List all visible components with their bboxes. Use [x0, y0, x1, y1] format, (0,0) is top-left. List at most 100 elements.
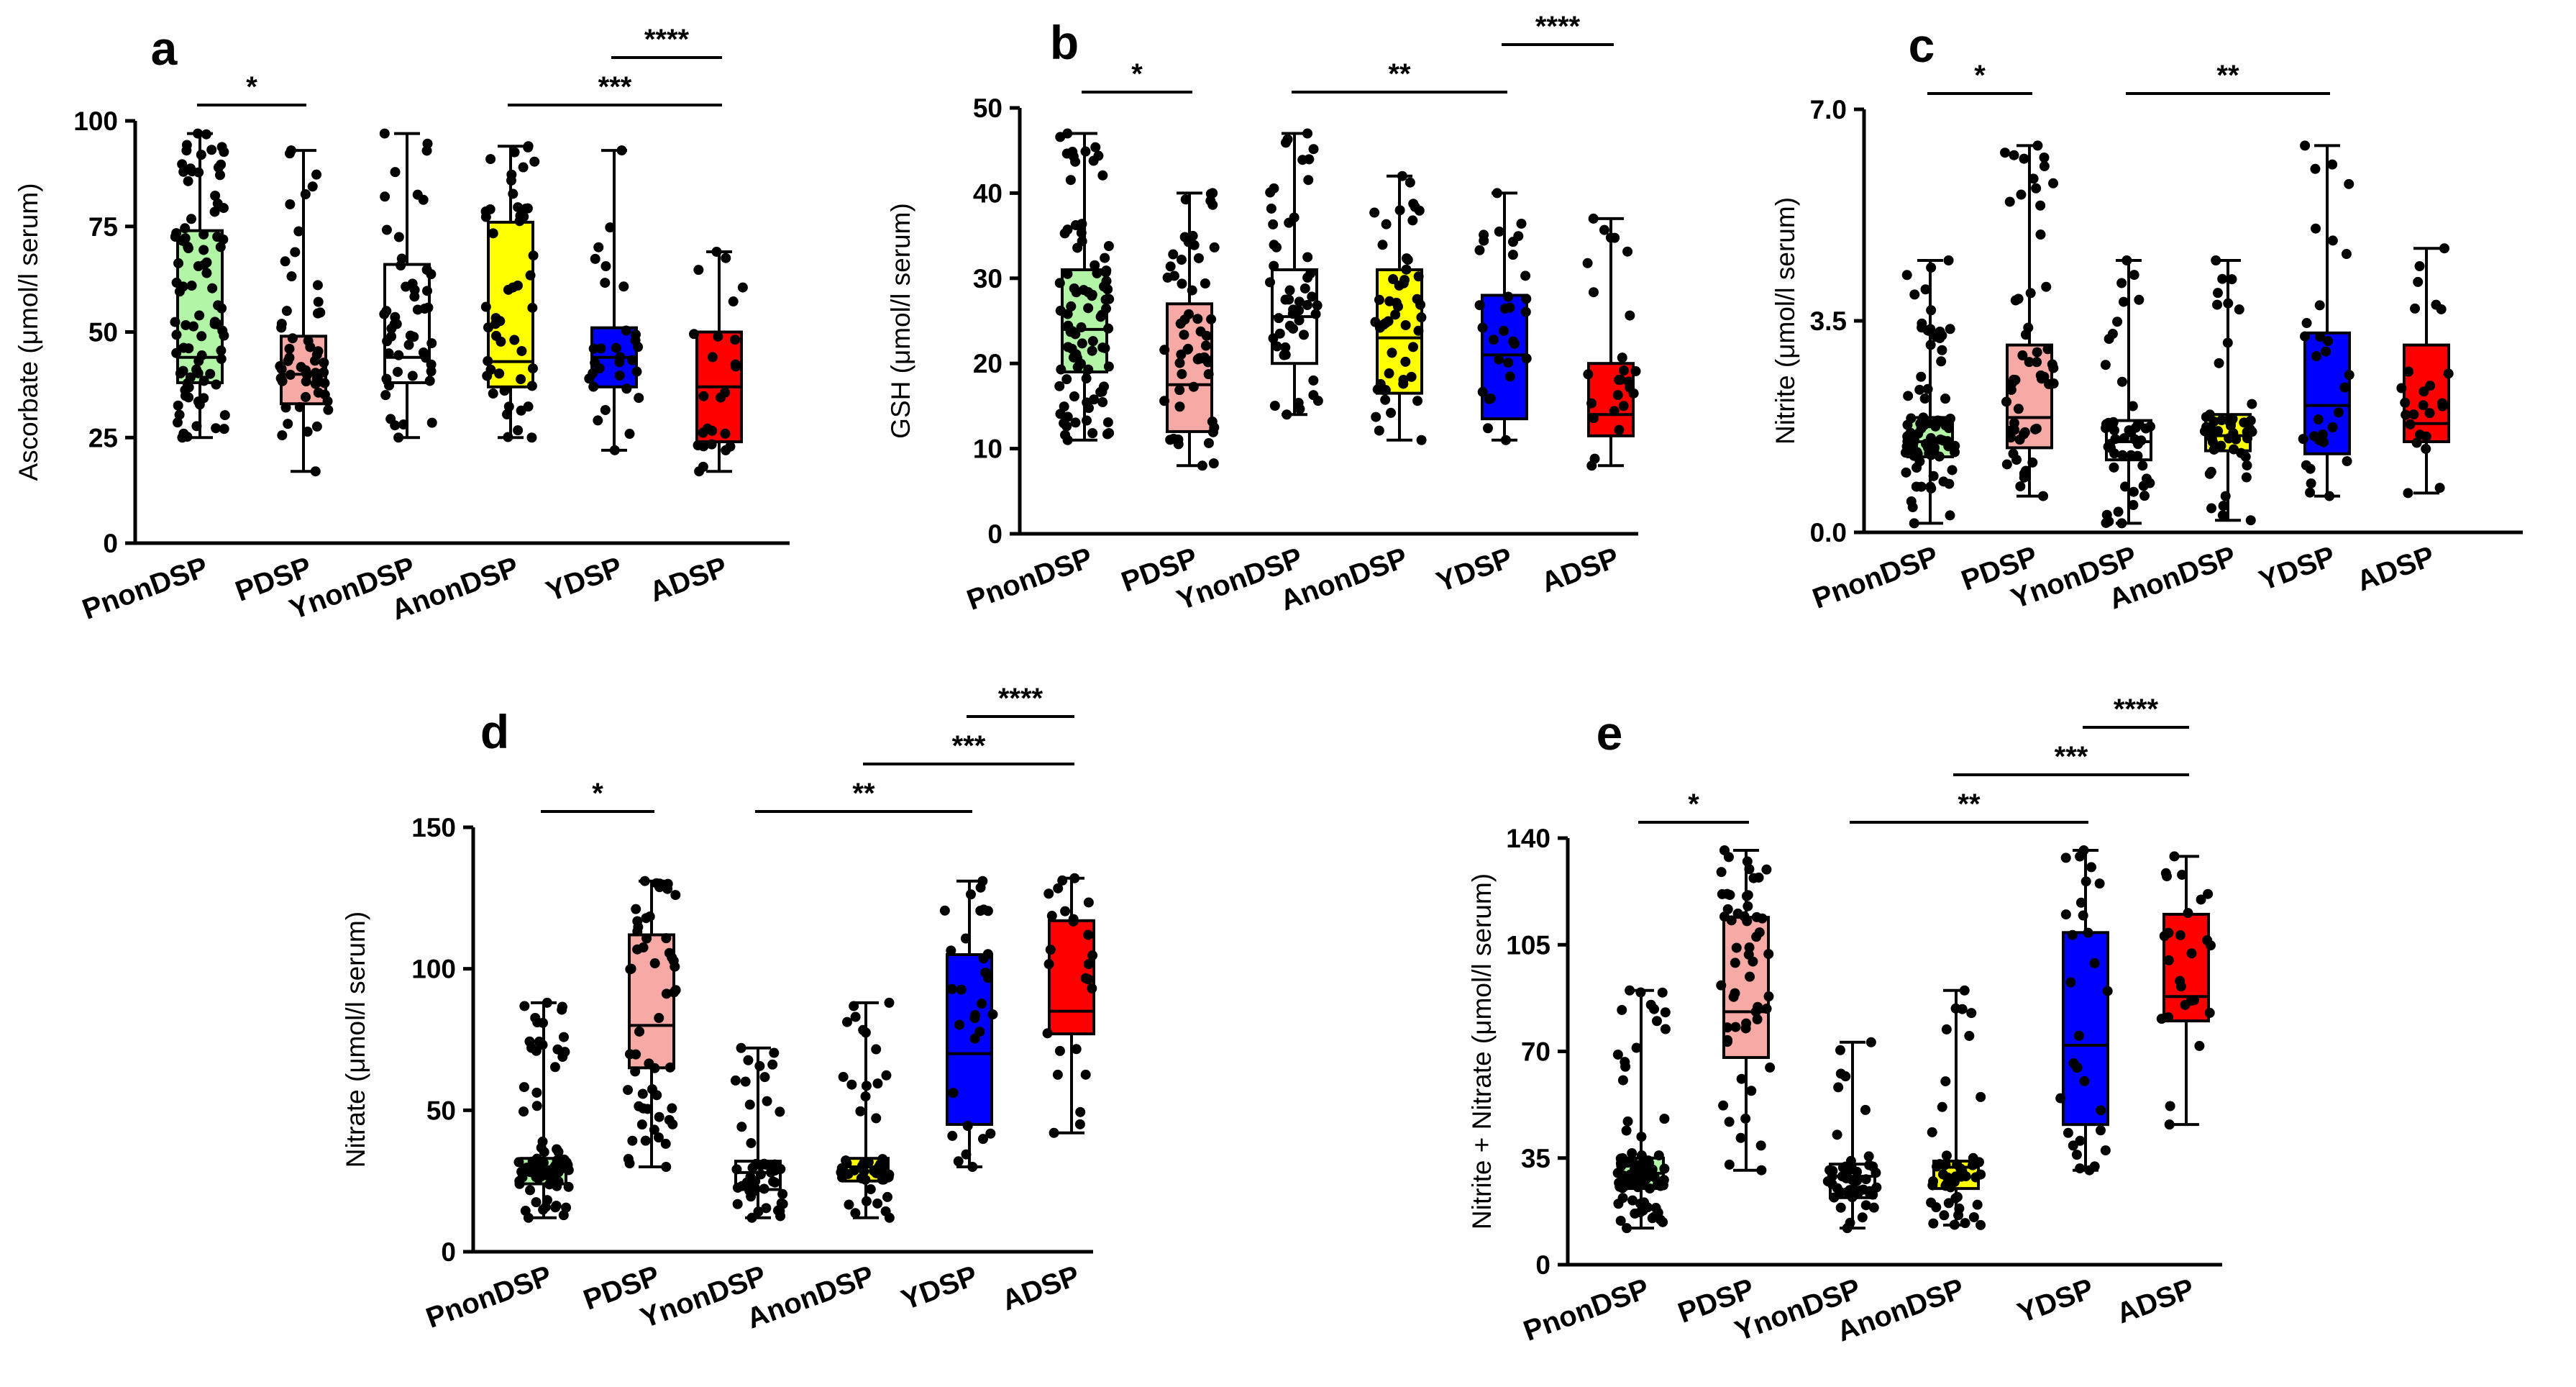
- data-point: [527, 302, 538, 313]
- data-point: [746, 1212, 757, 1223]
- data-point: [1083, 897, 1094, 908]
- data-point: [538, 1204, 549, 1215]
- data-point: [393, 432, 404, 443]
- data-point: [2223, 298, 2234, 309]
- data-point: [1207, 427, 1218, 437]
- data-point: [1179, 329, 1189, 340]
- data-point: [1071, 1044, 1082, 1055]
- category-label: PnonDSP: [963, 542, 1097, 617]
- box-iqr: [487, 220, 534, 388]
- data-point: [769, 1165, 780, 1176]
- data-point: [1871, 1168, 1881, 1178]
- data-point: [2323, 336, 2334, 347]
- data-point: [1381, 219, 1392, 229]
- data-point: [1599, 224, 1609, 235]
- data-point: [1200, 278, 1210, 288]
- y-tick-label: 10: [973, 435, 1002, 464]
- data-point: [1169, 270, 1179, 281]
- data-point: [1968, 1212, 1979, 1223]
- data-point: [2216, 415, 2227, 426]
- data-point: [1926, 483, 1937, 494]
- data-point: [183, 176, 193, 186]
- data-point: [310, 368, 321, 378]
- data-point: [2067, 929, 2078, 940]
- data-point: [2314, 300, 2325, 311]
- data-point: [1516, 218, 1527, 229]
- data-point: [182, 432, 193, 442]
- category-label: ADSP: [2353, 540, 2439, 597]
- data-point: [2047, 359, 2057, 370]
- data-point: [385, 414, 396, 424]
- data-point: [767, 1059, 778, 1070]
- data-point: [519, 1082, 529, 1093]
- data-point: [1474, 300, 1485, 311]
- data-point: [2119, 433, 2129, 444]
- data-point: [855, 1106, 866, 1117]
- data-point: [698, 461, 708, 472]
- data-point: [1087, 950, 1098, 961]
- data-point: [409, 285, 420, 296]
- data-point: [193, 260, 204, 271]
- data-point: [1914, 384, 1925, 395]
- data-point: [1912, 463, 1922, 473]
- data-point: [1300, 283, 1310, 294]
- data-point: [1492, 188, 1502, 199]
- data-point: [1635, 987, 1646, 998]
- data-point: [1619, 365, 1630, 376]
- data-point: [1062, 411, 1073, 422]
- data-point: [1193, 253, 1204, 263]
- data-point: [1081, 373, 1092, 384]
- data-point: [1940, 394, 1950, 404]
- data-point: [1208, 458, 1219, 469]
- data-point: [526, 381, 537, 391]
- data-point: [588, 381, 599, 392]
- data-point: [2327, 159, 2338, 170]
- data-point: [1822, 1176, 1833, 1187]
- data-point: [1207, 417, 1218, 427]
- data-point: [283, 355, 293, 366]
- data-point: [1617, 353, 1627, 363]
- data-point: [670, 890, 681, 901]
- data-point: [860, 1091, 871, 1102]
- data-point: [219, 147, 229, 158]
- data-point: [1586, 398, 1597, 409]
- data-point: [2083, 927, 2093, 938]
- data-point: [2310, 163, 2321, 174]
- data-point: [381, 306, 392, 317]
- box-YDSP: [584, 145, 644, 455]
- data-point: [172, 417, 183, 428]
- data-point: [1742, 856, 1753, 867]
- data-point: [1201, 330, 1212, 341]
- data-point: [1751, 911, 1762, 922]
- data-point: [2101, 423, 2111, 434]
- data-point: [549, 1172, 560, 1183]
- data-point: [212, 319, 223, 329]
- data-point: [178, 342, 189, 353]
- data-point: [1623, 376, 1634, 387]
- box-YDSP: [2298, 140, 2355, 501]
- data-point: [1374, 425, 1384, 436]
- data-point: [736, 1042, 746, 1053]
- data-point: [837, 1164, 848, 1175]
- data-point: [1187, 285, 1197, 296]
- data-point: [422, 286, 433, 296]
- data-point: [1723, 852, 1734, 863]
- data-point: [2134, 419, 2145, 429]
- data-point: [495, 316, 506, 327]
- data-point: [205, 368, 216, 379]
- box-PnonDSP: [1612, 985, 1671, 1234]
- data-point: [2212, 299, 2223, 310]
- data-point: [2010, 375, 2021, 386]
- data-point: [2204, 1007, 2215, 1018]
- data-point: [314, 376, 324, 387]
- data-point: [2100, 360, 2111, 370]
- data-point: [1416, 435, 1427, 445]
- data-point: [1909, 289, 1920, 300]
- data-point: [1069, 391, 1079, 402]
- data-point: [1846, 1163, 1857, 1174]
- data-point: [725, 441, 736, 452]
- data-point: [871, 1044, 882, 1055]
- data-point: [1657, 987, 1668, 998]
- data-point: [1583, 369, 1594, 380]
- data-point: [2028, 173, 2039, 184]
